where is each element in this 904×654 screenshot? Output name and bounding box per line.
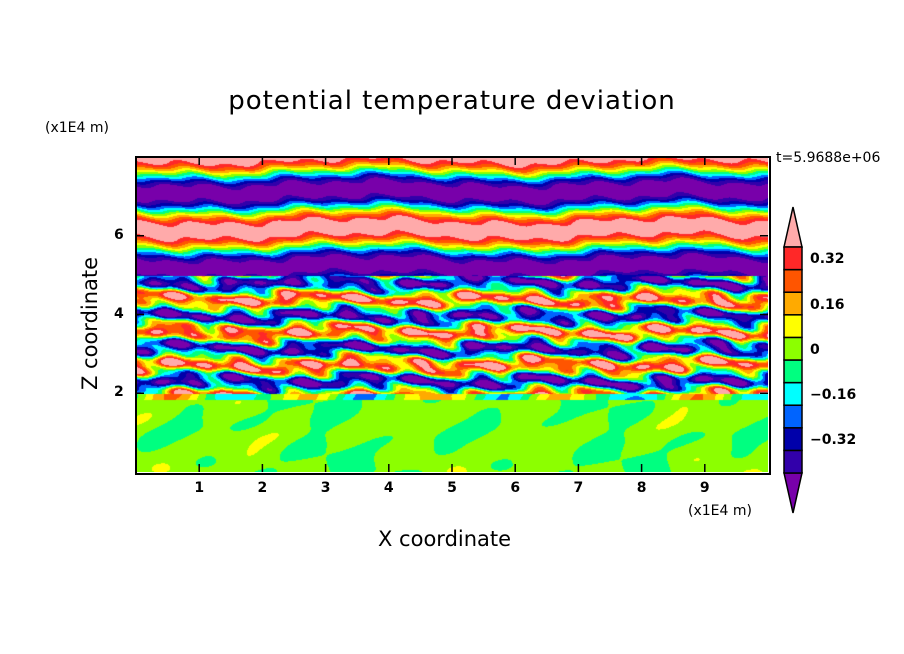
- x-tick-label: 9: [699, 480, 710, 496]
- colorbar-box: [783, 359, 803, 384]
- colorbar-tick-label: 0.32: [810, 251, 845, 268]
- colorbar-box: [783, 314, 803, 339]
- colorbar-box: [783, 381, 803, 406]
- y-tick-label: 4: [114, 305, 124, 322]
- x-tick-label: 7: [573, 480, 584, 496]
- y-unit-label: (x1E4 m): [45, 120, 109, 136]
- time-label: t=5.9688e+06: [776, 150, 881, 166]
- contour-field: [136, 157, 768, 472]
- chart-title: potential temperature deviation: [228, 86, 676, 116]
- x-tick-label: 6: [510, 480, 521, 496]
- colorbar-box: [783, 427, 803, 452]
- x-tick-label: 4: [383, 480, 394, 496]
- colorbar-box: [783, 246, 803, 271]
- x-unit-label: (x1E4 m): [688, 503, 752, 519]
- colorbar-box: [783, 449, 803, 474]
- colorbar-tick-label: 0.16: [810, 296, 845, 313]
- y-tick-label: 6: [114, 226, 124, 243]
- colorbar-box: [783, 404, 803, 429]
- colorbar-box: [783, 268, 803, 293]
- x-tick-label: 2: [257, 480, 268, 496]
- y-tick-label: 2: [114, 384, 124, 401]
- colorbar-extend-min: [783, 472, 803, 514]
- colorbar-extend-max: [783, 206, 803, 248]
- x-tick-label: 5: [447, 480, 457, 496]
- colorbar-tick-label: 0: [810, 341, 820, 358]
- colorbar-tick-label: −0.16: [810, 386, 857, 403]
- colorbar-tick-label: −0.32: [810, 432, 857, 449]
- x-axis-label: X coordinate: [378, 527, 512, 551]
- colorbar-box: [783, 291, 803, 316]
- x-tick-label: 3: [320, 480, 331, 496]
- x-tick-label: 1: [194, 480, 205, 496]
- colorbar-box: [783, 336, 803, 361]
- x-tick-label: 8: [636, 480, 647, 496]
